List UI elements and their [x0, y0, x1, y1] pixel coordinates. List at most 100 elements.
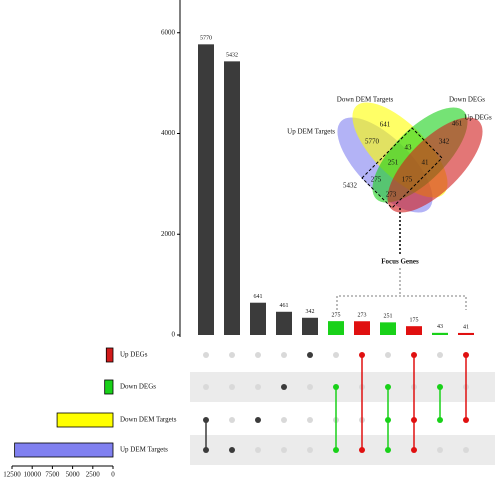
matrix-dot-empty — [255, 447, 261, 453]
bar-value-label: 43 — [437, 324, 443, 330]
intersection-bar — [432, 332, 448, 335]
matrix-dot-empty — [229, 417, 235, 423]
matrix-dot — [385, 384, 391, 390]
bar-value-label: 251 — [384, 314, 393, 320]
matrix-dot — [333, 447, 339, 453]
row-shade — [190, 372, 495, 402]
matrix-dot — [437, 384, 443, 390]
venn-count: 461 — [452, 120, 463, 128]
matrix-dot-empty — [307, 384, 313, 390]
matrix-dot — [203, 417, 209, 423]
venn-count: 275 — [371, 176, 382, 184]
x-tick-label: 2500 — [86, 471, 101, 479]
venn-label: Down DEM Targets — [337, 96, 394, 104]
matrix-dot — [411, 417, 417, 423]
set-size-bar — [56, 412, 114, 428]
focus-outline — [361, 127, 443, 209]
matrix-dot-empty — [281, 352, 287, 358]
matrix-dot-empty — [463, 447, 469, 453]
y-tick-label: 2000 — [161, 230, 176, 238]
matrix-dot — [411, 352, 417, 358]
venn-count: 641 — [380, 121, 391, 129]
matrix-dot-empty — [203, 352, 209, 358]
focus-bracket — [336, 268, 467, 310]
matrix-dot — [359, 447, 365, 453]
venn-count: 5432 — [343, 182, 358, 190]
matrix-dot-empty — [437, 447, 443, 453]
matrix-dot — [333, 384, 339, 390]
annotation: Focus Genes — [381, 258, 419, 266]
set-size-bar — [104, 379, 114, 395]
intersection-bar — [406, 326, 422, 335]
set-label: Down DEGs — [120, 383, 156, 391]
matrix-dot-empty — [255, 352, 261, 358]
bar-value-label: 342 — [306, 309, 315, 315]
intersection-bar — [224, 61, 240, 335]
intersection-bar — [380, 322, 396, 335]
venn-count: 251 — [388, 159, 399, 167]
venn-label: Up DEM Targets — [287, 128, 335, 136]
bar-value-label: 461 — [280, 303, 289, 309]
bar-value-label: 273 — [358, 313, 367, 319]
matrix-dot-empty — [203, 384, 209, 390]
x-tick-label: 7500 — [45, 471, 60, 479]
set-size-bar — [105, 347, 114, 363]
venn-label: Down DEGs — [449, 96, 485, 104]
matrix-dot-empty — [229, 384, 235, 390]
venn-count: 41 — [422, 159, 430, 167]
intersection-bar — [198, 44, 214, 336]
venn-label: Up DEGs — [464, 114, 492, 122]
row-shade — [190, 435, 495, 465]
x-tick-label: 10000 — [23, 471, 41, 479]
venn-count: 175 — [402, 176, 413, 184]
set-label: Up DEGs — [120, 351, 148, 359]
x-tick-label: 0 — [111, 471, 115, 479]
bar-value-label: 275 — [332, 313, 341, 319]
matrix-dot — [463, 352, 469, 358]
matrix-dot — [359, 352, 365, 358]
intersection-bar — [302, 317, 318, 335]
set-size-bar — [14, 442, 114, 458]
matrix-dot — [411, 447, 417, 453]
venn-count: 43 — [405, 144, 413, 152]
bar-value-label: 175 — [410, 318, 419, 324]
bar-value-label: 5432 — [226, 53, 238, 59]
matrix-dot-empty — [333, 352, 339, 358]
y-tick-label: 6000 — [161, 28, 176, 36]
matrix-dot-empty — [307, 447, 313, 453]
intersection-bar — [328, 321, 344, 335]
y-tick-label: 4000 — [161, 129, 176, 137]
bar-value-label: 41 — [463, 324, 469, 330]
matrix-dot-empty — [281, 447, 287, 453]
matrix-dot — [307, 352, 313, 358]
intersection-bar — [458, 332, 474, 335]
matrix-dot — [229, 447, 235, 453]
matrix-dot — [385, 417, 391, 423]
bar-value-label: 5770 — [200, 36, 212, 42]
venn-count: 273 — [386, 191, 397, 199]
venn-count: 5770 — [365, 138, 380, 146]
matrix-dot-empty — [255, 384, 261, 390]
matrix-dot-empty — [229, 352, 235, 358]
bar-value-label: 641 — [254, 294, 263, 300]
matrix-dot-empty — [385, 352, 391, 358]
matrix-dot — [385, 447, 391, 453]
matrix-dot-empty — [437, 352, 443, 358]
venn — [337, 102, 483, 213]
set-label: Down DEM Targets — [120, 416, 177, 424]
y-tick-label: 0 — [172, 331, 176, 339]
matrix-dot — [437, 417, 443, 423]
matrix-dot — [281, 384, 287, 390]
venn-count: 342 — [439, 138, 450, 146]
x-tick-label: 5000 — [66, 471, 81, 479]
matrix-dot-empty — [307, 417, 313, 423]
matrix-dot — [255, 417, 261, 423]
matrix-dot — [463, 417, 469, 423]
intersection-bar — [276, 311, 292, 335]
intersection-bar — [250, 302, 266, 335]
matrix-dot — [203, 447, 209, 453]
x-tick-label: 12500 — [3, 471, 21, 479]
set-label: Up DEM Targets — [120, 446, 168, 454]
intersection-bar — [354, 321, 370, 335]
